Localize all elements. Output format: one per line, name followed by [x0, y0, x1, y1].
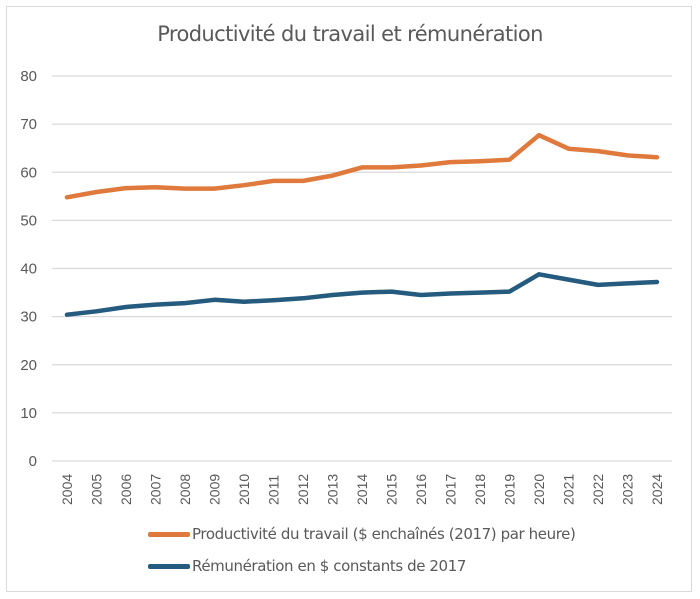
- x-tick-label: 2015: [384, 474, 400, 505]
- x-tick-label: 2008: [177, 474, 193, 505]
- x-tick-label: 2007: [148, 474, 164, 505]
- y-tick-label: 20: [20, 357, 37, 374]
- y-tick-label: 70: [20, 116, 37, 133]
- x-tick-label: 2006: [118, 474, 134, 505]
- x-tick-label: 2014: [354, 474, 370, 505]
- legend-swatch-productivity: [148, 531, 190, 537]
- x-tick-label: 2013: [325, 474, 341, 505]
- y-tick-label: 0: [29, 453, 37, 470]
- x-tick-label: 2019: [502, 474, 518, 505]
- y-axis-ticks: 0 10 20 30 40 50 60 70 80: [20, 68, 37, 470]
- legend-label-remuneration: Rémunération en $ constants de 2017: [192, 557, 466, 575]
- x-tick-label: 2017: [443, 474, 459, 505]
- y-tick-label: 10: [20, 405, 37, 422]
- chart-title: Productivité du travail et rémunération: [157, 22, 543, 46]
- x-tick-label: 2009: [207, 474, 223, 505]
- x-axis-ticks: 2004 2005 2006 2007 2008 2009 2010 2011 2012 2013…: [59, 474, 665, 505]
- x-tick-label: 2012: [295, 474, 311, 505]
- y-tick-label: 60: [20, 164, 37, 181]
- x-tick-label: 2005: [89, 474, 105, 505]
- x-tick-label: 2024: [649, 474, 665, 505]
- x-tick-label: 2011: [266, 475, 282, 505]
- y-tick-label: 30: [20, 309, 37, 326]
- x-tick-label: 2023: [620, 474, 636, 505]
- x-tick-label: 2016: [413, 474, 429, 505]
- x-tick-label: 2004: [59, 474, 75, 505]
- x-tick-label: 2020: [531, 474, 547, 505]
- series-line-remuneration: [64, 272, 660, 317]
- x-tick-label: 2021: [561, 474, 577, 505]
- legend-swatch-remuneration: [148, 563, 190, 569]
- chart-frame: [6, 6, 692, 592]
- series-lines: [64, 132, 660, 317]
- y-tick-label: 40: [20, 261, 37, 278]
- y-tick-label: 50: [20, 212, 37, 229]
- legend-item-productivity: Productivité du travail ($ enchaînés (20…: [148, 525, 576, 543]
- series-line-productivity: [64, 132, 660, 200]
- y-tick-label: 80: [20, 68, 37, 85]
- legend-label-productivity: Productivité du travail ($ enchaînés (20…: [192, 525, 576, 543]
- x-tick-label: 2018: [472, 474, 488, 505]
- x-tick-label: 2022: [590, 474, 606, 505]
- x-tick-label: 2010: [236, 474, 252, 505]
- gridlines: [52, 75, 672, 462]
- legend-item-remuneration: Rémunération en $ constants de 2017: [148, 557, 466, 575]
